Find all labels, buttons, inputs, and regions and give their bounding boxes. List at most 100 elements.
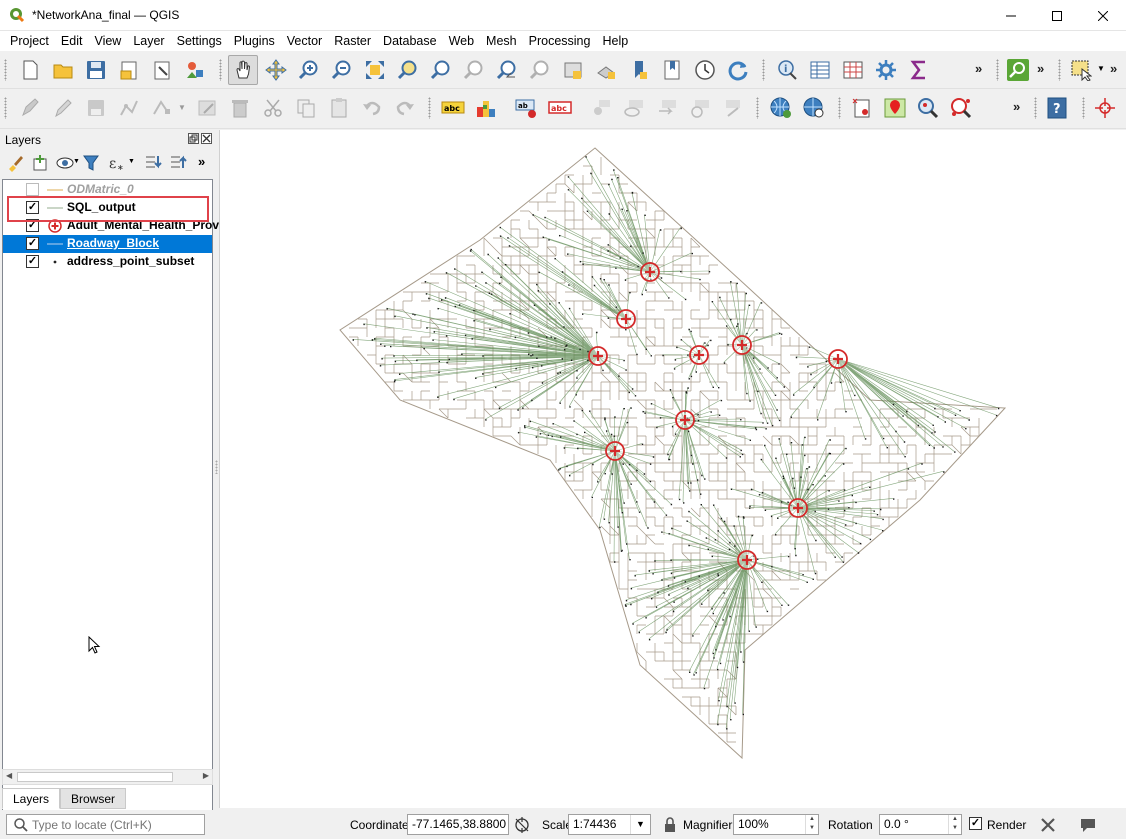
zoom-to-selection-button[interactable] (393, 55, 423, 85)
locator-input[interactable] (29, 816, 199, 833)
copy-features-button[interactable] (291, 93, 321, 123)
menu-help[interactable]: Help (602, 34, 629, 48)
map-canvas[interactable] (219, 130, 1126, 808)
toolbar-grip[interactable] (996, 59, 999, 81)
statistical-summary-button[interactable] (838, 55, 868, 85)
toolbar-grip[interactable] (1058, 59, 1061, 81)
messages-button[interactable] (1078, 815, 1098, 835)
tab-browser[interactable]: Browser (60, 788, 127, 809)
menu-layer[interactable]: Layer (133, 34, 165, 48)
zoom-native-button[interactable] (459, 55, 489, 85)
toolbar-grip[interactable] (428, 97, 431, 119)
menu-settings[interactable]: Settings (176, 34, 222, 48)
select-features-button[interactable] (1066, 55, 1096, 85)
georeferencer-button[interactable] (847, 93, 877, 123)
maximize-button[interactable] (1034, 0, 1080, 31)
menu-web[interactable]: Web (448, 34, 475, 48)
layer-visibility-checkbox[interactable]: ✓ (26, 219, 39, 232)
scroll-right-icon[interactable]: ▶ (202, 771, 209, 780)
refresh-button[interactable] (723, 55, 753, 85)
scroll-left-icon[interactable]: ◀ (6, 771, 13, 780)
current-edits-button[interactable] (15, 93, 45, 123)
toolbar-grip[interactable] (1034, 97, 1037, 119)
rotate-label-button[interactable] (685, 93, 715, 123)
spin-arrows-icon[interactable]: ▲ ▼ (805, 815, 818, 834)
expression-dropdown-icon[interactable]: ▼ (128, 158, 135, 165)
toolbar-grip[interactable] (762, 59, 765, 81)
toolbar-overflow-button[interactable]: » (1037, 61, 1045, 76)
add-wfs-layer-button[interactable] (799, 93, 829, 123)
pan-map-button[interactable] (228, 55, 258, 85)
undo-button[interactable] (357, 93, 387, 123)
filter-legend-button[interactable] (80, 152, 102, 174)
menu-project[interactable]: Project (10, 34, 49, 48)
toolbar-overflow-button[interactable]: » (1110, 61, 1118, 76)
rotation-spinbox[interactable]: 0.0 ° ▲ ▼ (879, 814, 962, 835)
pin-labels-button[interactable]: ab (512, 93, 542, 123)
scroll-thumb[interactable] (17, 772, 173, 782)
toggle-extents-button[interactable] (512, 815, 532, 835)
layer-visibility-checkbox[interactable]: ✓ (26, 201, 39, 214)
map-swipe-button[interactable] (880, 93, 910, 123)
zoom-in-button[interactable] (294, 55, 324, 85)
show-hide-labels-button[interactable] (619, 93, 649, 123)
layer-row-sql-output[interactable]: ✓ SQL_output (3, 199, 212, 217)
digitize-with-segment-button[interactable] (114, 93, 144, 123)
new-bookmark-button[interactable] (624, 55, 654, 85)
redo-button[interactable] (390, 93, 420, 123)
spatial-query-button[interactable] (913, 93, 943, 123)
menu-processing[interactable]: Processing (528, 34, 591, 48)
locator-bar[interactable] (6, 814, 205, 835)
layer-visibility-checkbox[interactable] (26, 183, 39, 196)
select-dropdown-icon[interactable]: ▼ (1097, 64, 1105, 73)
select-by-location-button[interactable] (946, 93, 976, 123)
toolbar-grip[interactable] (4, 59, 7, 81)
move-label-button[interactable] (586, 93, 616, 123)
zoom-full-button[interactable] (360, 55, 390, 85)
temporal-controller-button[interactable] (690, 55, 720, 85)
minimize-button[interactable] (988, 0, 1034, 31)
menu-raster[interactable]: Raster (334, 34, 372, 48)
menu-vector[interactable]: Vector (286, 34, 323, 48)
diagram-options-button[interactable] (471, 93, 501, 123)
pan-to-selection-button[interactable] (261, 55, 291, 85)
toolbar-grip[interactable] (4, 97, 7, 119)
show-statistics-button[interactable] (904, 55, 934, 85)
crs-button[interactable] (1038, 815, 1058, 835)
show-bookmarks-button[interactable] (657, 55, 687, 85)
layer-row-address-point[interactable]: ✓ address_point_subset (3, 253, 212, 271)
open-project-button[interactable] (48, 55, 78, 85)
change-label-button[interactable] (718, 93, 748, 123)
toolbar-grip[interactable] (838, 97, 841, 119)
zoom-out-button[interactable] (327, 55, 357, 85)
manage-visibility-button[interactable] (54, 152, 76, 174)
highlight-labels-button[interactable]: abc (545, 93, 575, 123)
panel-splitter[interactable] (215, 460, 218, 474)
menu-mesh[interactable]: Mesh (486, 34, 517, 48)
vertex-dropdown-icon[interactable]: ▼ (178, 103, 186, 112)
menu-database[interactable]: Database (383, 34, 437, 48)
new-print-layout-button[interactable] (114, 55, 144, 85)
vertex-tool-button[interactable] (147, 93, 177, 123)
help-contents-button[interactable]: ? (1042, 93, 1072, 123)
locator-search-button[interactable] (1003, 55, 1033, 85)
menu-plugins[interactable]: Plugins (233, 34, 275, 48)
layer-row-odmatric[interactable]: ODMatric_0 (3, 181, 212, 199)
menu-edit[interactable]: Edit (60, 34, 83, 48)
style-layer-button[interactable] (4, 152, 26, 174)
cut-features-button[interactable] (258, 93, 288, 123)
coordinate-capture-button[interactable] (1090, 93, 1120, 123)
layer-visibility-checkbox[interactable]: ✓ (26, 255, 39, 268)
add-wms-layer-button[interactable] (766, 93, 796, 123)
filter-by-expression-button[interactable]: ε ∗ (105, 152, 127, 174)
collapse-all-button[interactable] (167, 152, 189, 174)
style-manager-button[interactable] (180, 55, 210, 85)
layer-visibility-checkbox[interactable]: ✓ (26, 237, 39, 250)
modify-attributes-button[interactable] (192, 93, 222, 123)
new-map-view-button[interactable] (558, 55, 588, 85)
zoom-last-button[interactable] (492, 55, 522, 85)
delete-selected-button[interactable] (225, 93, 255, 123)
chevron-down-icon[interactable]: ▼ (630, 815, 650, 834)
magnifier-spinbox[interactable]: 100% ▲ ▼ (733, 814, 819, 835)
close-button[interactable] (1080, 0, 1126, 31)
